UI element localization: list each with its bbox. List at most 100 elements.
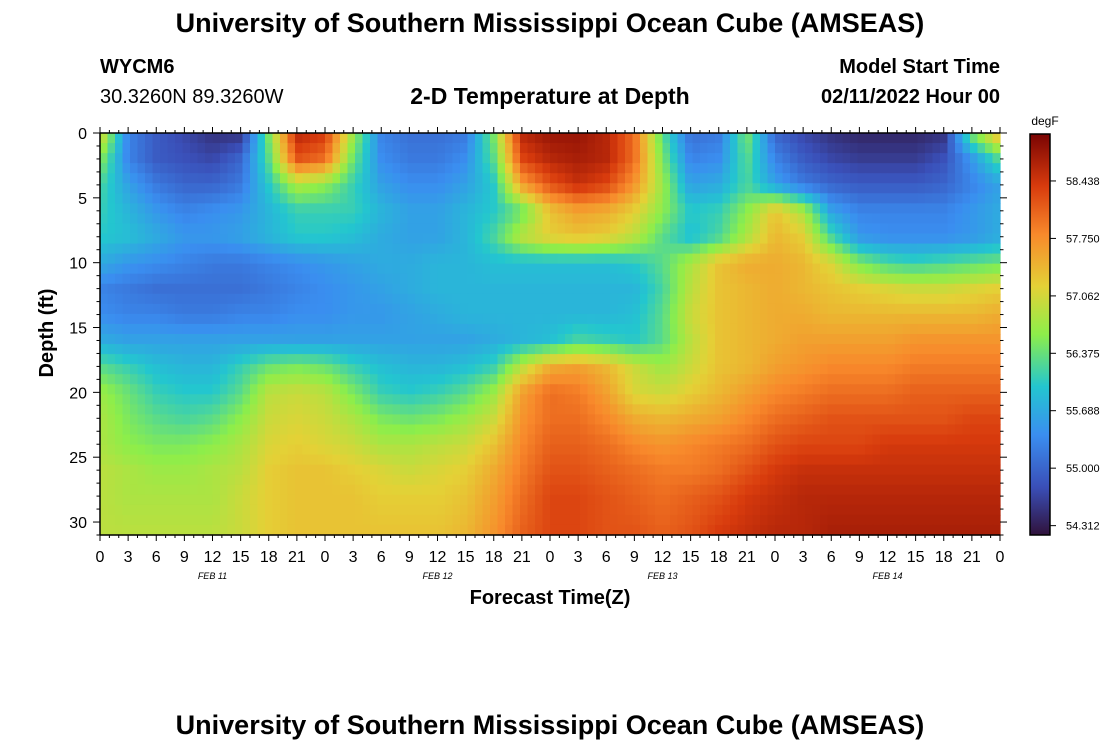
heatmap-cell [130,414,139,426]
heatmap-cell [175,313,184,325]
heatmap-cell [145,484,154,496]
heatmap-cell [332,173,341,184]
heatmap-cell [482,313,491,325]
heatmap-cell [467,504,476,516]
heatmap-cell [827,464,836,476]
heatmap-cell [137,334,146,345]
heatmap-cell [377,504,386,516]
heatmap-cell [190,334,199,345]
heatmap-cell [632,514,641,526]
heatmap-cell [265,193,274,204]
heatmap-cell [647,133,656,144]
heatmap-cell [452,524,461,536]
heatmap-cell [242,163,251,174]
heatmap-cell [242,253,251,265]
heatmap-cell [700,464,709,476]
heatmap-cell [212,183,221,194]
heatmap-cell [640,464,649,476]
heatmap-cell [797,474,806,486]
heatmap-cell [250,303,259,315]
heatmap-cell [805,263,814,275]
heatmap-cell [572,524,581,536]
heatmap-cell [392,454,401,466]
heatmap-cell [445,454,454,466]
heatmap-cell [797,344,806,355]
heatmap-cell [595,223,604,235]
heatmap-cell [565,213,574,225]
heatmap-cell [550,364,559,375]
heatmap-cell [887,253,896,265]
heatmap-cell [190,384,199,395]
heatmap-cell [355,334,364,345]
heatmap-cell [430,213,439,225]
heatmap-cell [767,293,776,305]
heatmap-cell [722,313,731,325]
heatmap-cell [625,143,634,154]
heatmap-cell [715,414,724,426]
heatmap-cell [707,303,716,315]
heatmap-cell [475,293,484,305]
heatmap-cell [475,454,484,466]
heatmap-cell [520,273,529,285]
heatmap-cell [550,213,559,225]
heatmap-cell [152,344,161,355]
heatmap-cell [167,344,176,355]
heatmap-cell [760,243,769,255]
heatmap-cell [130,474,139,486]
heatmap-cell [820,243,829,255]
heatmap-cell [542,173,551,184]
heatmap-cell [122,514,131,526]
heatmap-cell [160,293,169,305]
heatmap-cell [317,283,326,295]
heatmap-cell [925,484,934,496]
heatmap-cell [325,454,334,466]
heatmap-cell [662,494,671,506]
heatmap-cell [535,464,544,476]
heatmap-cell [167,283,176,295]
heatmap-cell [287,394,296,405]
heatmap-cell [445,153,454,164]
heatmap-cell [115,293,124,305]
heatmap-cell [392,143,401,154]
heatmap-cell [647,404,656,415]
heatmap-cell [310,133,319,144]
heatmap-cell [775,394,784,405]
heatmap-cell [775,494,784,506]
heatmap-cell [280,283,289,295]
heatmap-cell [662,303,671,315]
heatmap-cell [760,273,769,285]
heatmap-cell [415,414,424,426]
heatmap-cell [497,434,506,446]
heatmap-cell [175,404,184,415]
heatmap-cell [872,444,881,456]
heatmap-cell [632,344,641,355]
heatmap-cell [842,303,851,315]
heatmap-cell [857,303,866,315]
heatmap-cell [557,454,566,466]
heatmap-cell [130,243,139,255]
heatmap-cell [617,323,626,335]
heatmap-cell [707,193,716,204]
heatmap-cell [295,354,304,365]
heatmap-cell [542,334,551,345]
heatmap-cell [122,153,131,164]
heatmap-cell [872,454,881,466]
heatmap-cell [302,374,311,385]
heatmap-cell [722,203,731,214]
heatmap-cell [205,444,214,456]
heatmap-cell [595,153,604,164]
heatmap-cell [122,283,131,295]
heatmap-cell [250,384,259,395]
heatmap-cell [730,424,739,436]
heatmap-cell [310,394,319,405]
heatmap-cell [880,233,889,245]
heatmap-cell [497,293,506,305]
heatmap-cell [137,253,146,265]
heatmap-cell [835,283,844,295]
heatmap-cell [497,334,506,345]
heatmap-cell [535,444,544,456]
heatmap-cell [782,334,791,345]
heatmap-cell [707,434,716,446]
heatmap-cell [542,434,551,446]
heatmap-cell [497,394,506,405]
